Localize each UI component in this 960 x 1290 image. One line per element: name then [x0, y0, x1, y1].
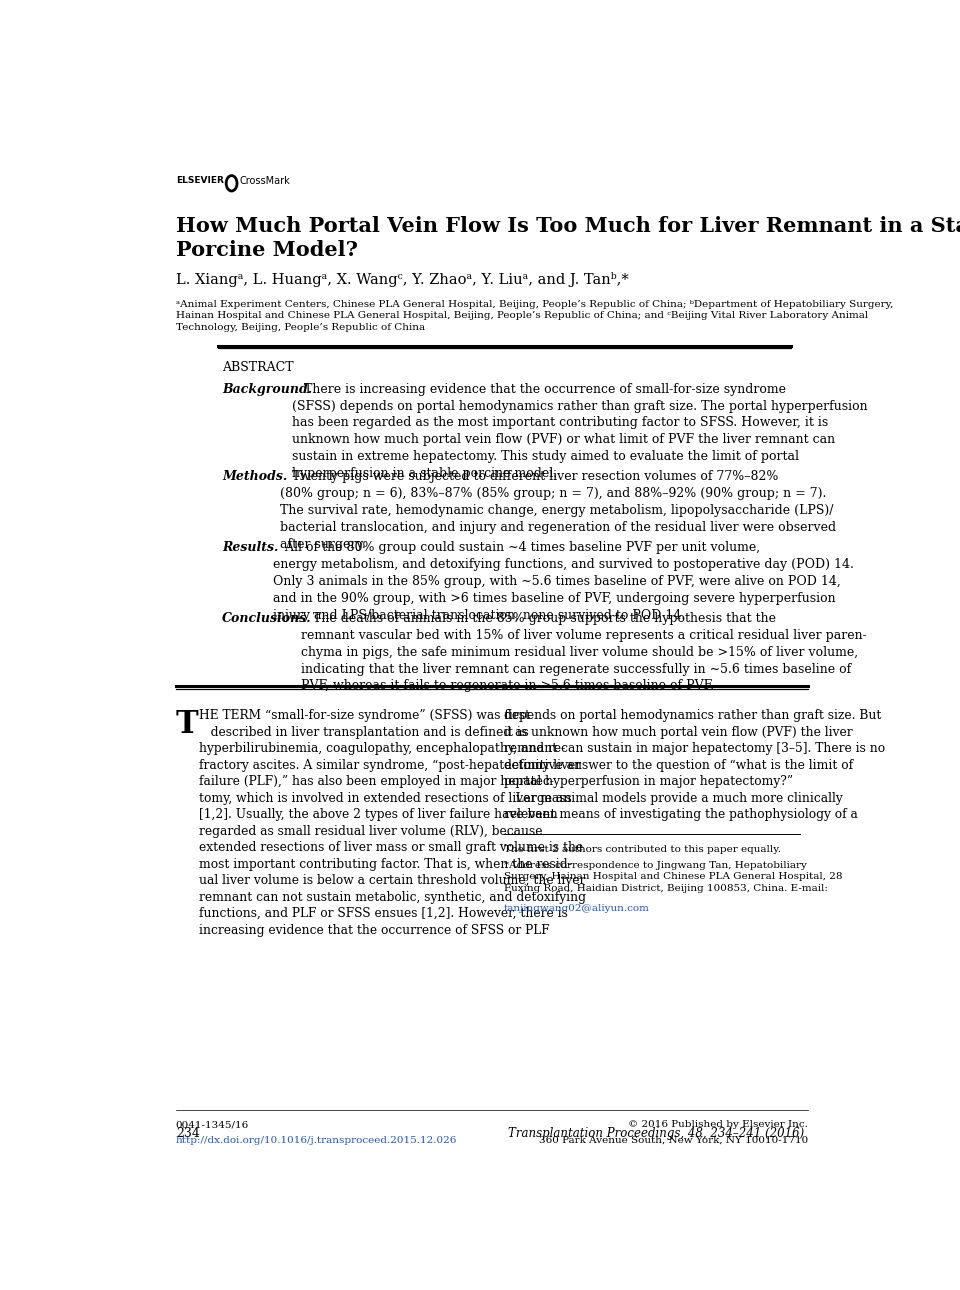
Text: How Much Portal Vein Flow Is Too Much for Liver Remnant in a Stable
Porcine Mode: How Much Portal Vein Flow Is Too Much fo…	[176, 217, 960, 261]
Text: There is increasing evidence that the occurrence of small-for-size syndrome
(SFS: There is increasing evidence that the oc…	[292, 383, 868, 480]
Text: HE TERM “small-for-size syndrome” (SFSS) was first
   described in liver transpl: HE TERM “small-for-size syndrome” (SFSS)…	[199, 710, 586, 937]
Text: © 2016 Published by Elsevier Inc.: © 2016 Published by Elsevier Inc.	[629, 1121, 808, 1129]
Text: 234: 234	[176, 1127, 200, 1140]
Text: 0041-1345/16: 0041-1345/16	[176, 1121, 249, 1129]
Text: Transplantation Proceedings, 48, 234–241 (2016): Transplantation Proceedings, 48, 234–241…	[508, 1127, 804, 1140]
Text: T: T	[176, 710, 199, 740]
Text: The first 2 authors contributed to this paper equally.: The first 2 authors contributed to this …	[504, 845, 780, 854]
Text: CrossMark: CrossMark	[239, 175, 290, 186]
Text: Results.: Results.	[223, 542, 278, 555]
Text: http://dx.doi.org/10.1016/j.transproceed.2015.12.026: http://dx.doi.org/10.1016/j.transproceed…	[176, 1135, 457, 1144]
Text: depends on portal hemodynamics rather than graft size. But
it is unknown how muc: depends on portal hemodynamics rather th…	[504, 710, 885, 822]
Text: ELSEVIER: ELSEVIER	[176, 177, 224, 186]
Text: Methods.: Methods.	[223, 471, 288, 484]
Text: *Address correspondence to Jingwang Tan, Hepatobiliary
Surgery, Hainan Hospital : *Address correspondence to Jingwang Tan,…	[504, 860, 842, 893]
Text: tanjingwang02@aliyun.com: tanjingwang02@aliyun.com	[504, 904, 650, 913]
Text: Background.: Background.	[223, 383, 312, 396]
Text: All of the 80% group could sustain ∼4 times baseline PVF per unit volume,
energy: All of the 80% group could sustain ∼4 ti…	[273, 542, 853, 622]
Text: L. Xiangᵃ, L. Huangᵃ, X. Wangᶜ, Y. Zhaoᵃ, Y. Liuᵃ, and J. Tanᵇ,*: L. Xiangᵃ, L. Huangᵃ, X. Wangᶜ, Y. Zhaoᵃ…	[176, 272, 629, 286]
Text: ᵃAnimal Experiment Centers, Chinese PLA General Hospital, Beijing, People’s Repu: ᵃAnimal Experiment Centers, Chinese PLA …	[176, 299, 893, 332]
Text: The deaths of animals in the 85% group supports the hypothesis that the
remnant : The deaths of animals in the 85% group s…	[301, 613, 867, 693]
Text: 360 Park Avenue South, New York, NY 10010-1710: 360 Park Avenue South, New York, NY 1001…	[539, 1135, 808, 1144]
Text: ABSTRACT: ABSTRACT	[223, 361, 294, 374]
Text: Twenty pigs were subjected to different liver resection volumes of 77%–82%
(80% : Twenty pigs were subjected to different …	[280, 471, 836, 551]
Text: Conclusions.: Conclusions.	[223, 613, 312, 626]
